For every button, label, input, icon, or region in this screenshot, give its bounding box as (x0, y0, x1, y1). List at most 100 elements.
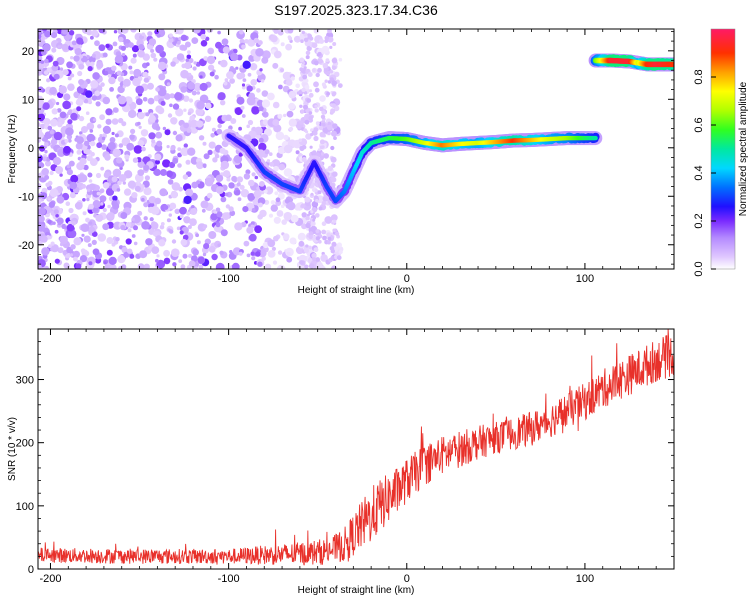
spectrogram-noise-cell (65, 127, 74, 136)
spectrogram-noise-cell (59, 235, 68, 245)
spectrogram-noise-cell (244, 39, 249, 44)
spectrogram-noise-cell (106, 249, 113, 256)
spectrogram-noise-cell (166, 218, 171, 223)
spectrogram-noise-cell (312, 150, 317, 155)
y-tick-label: 0 (28, 564, 34, 576)
spectrogram-noise-cell (288, 102, 296, 110)
spectrogram-noise-cell (225, 114, 232, 122)
spectrogram-noise-cell (207, 47, 215, 55)
spectrogram-noise-cell (76, 37, 84, 45)
spectrogram-noise-cell (238, 152, 243, 157)
spectrogram-noise-cell (95, 214, 104, 222)
spectrogram-noise-cell (250, 221, 255, 226)
spectrogram-noise-cell (222, 46, 230, 54)
spectrogram-noise-cell (102, 96, 111, 105)
spectrogram-noise-cell (263, 189, 268, 194)
spectrogram-noise-cell (321, 221, 327, 226)
spectrogram-noise-cell (86, 29, 93, 36)
spectrogram-noise-cell (62, 69, 69, 76)
spectrogram-noise-cell (217, 30, 221, 35)
spectrogram-noise-cell (215, 174, 224, 182)
snr-frame (37, 328, 675, 570)
spectrogram-noise-cell (254, 126, 263, 136)
spectrogram-noise-cell (175, 134, 183, 142)
spectrogram-noise-cell (241, 44, 246, 50)
spectrogram-noise-cell (300, 109, 305, 114)
spectrogram-noise-cell (143, 216, 148, 221)
spectrogram-noise-cell (88, 261, 93, 266)
spectrogram-noise-cell (277, 29, 284, 36)
spectrogram-noise-cell (336, 255, 342, 261)
spectrogram-noise-cell (312, 257, 317, 262)
spectrogram-noise-cell (65, 201, 71, 206)
spectrogram-noise-cell (111, 65, 117, 71)
spectrogram-noise-cell (220, 196, 227, 203)
spectrogram-noise-cell (215, 207, 221, 213)
spectrogram-noise-cell (137, 140, 145, 147)
spectrogram-noise-cell (308, 92, 314, 98)
spectrogram-noise-cell (77, 70, 83, 77)
spectrogram-noise-cell (226, 177, 231, 182)
spectrogram-noise-cell (150, 221, 159, 230)
spectrogram-noise-cell (182, 234, 189, 241)
spectrogram-noise-cell (331, 265, 337, 269)
spectrogram-noise-cell (92, 231, 98, 237)
spectrogram-noise-cell (273, 235, 279, 242)
spectrogram-noise-cell (68, 207, 74, 214)
spectrogram-noise-cell (70, 244, 76, 250)
spectrogram-noise-cell (183, 108, 187, 112)
spectrogram-noise-cell (317, 67, 322, 73)
spectrogram-noise-cell (329, 246, 335, 251)
spectrogram-noise-cell (41, 168, 49, 176)
spectrogram-noise-cell (175, 108, 184, 117)
spectrogram-noise-cell (271, 159, 281, 168)
spectrogram-noise-cell (73, 237, 82, 246)
spectrogram-noise-cell (70, 112, 78, 120)
spectrogram-noise-cell (321, 229, 327, 235)
spectrogram-noise-cell (327, 131, 331, 136)
spectrogram-noise-cell (290, 214, 299, 223)
spectrogram-noise-cell (158, 73, 166, 81)
spectrogram-noise-cell (67, 83, 75, 91)
spectrogram-noise-cell (274, 191, 279, 196)
spectrogram-noise-cell (180, 239, 188, 246)
colorbar-tick-label: 0.8 (693, 69, 705, 84)
spectrogram-noise-cell (132, 77, 141, 87)
spectrogram-noise-cell (48, 244, 52, 249)
spectrogram-noise-cell (142, 71, 149, 78)
spectrogram-noise-cell (276, 210, 284, 217)
spectrogram-noise-cell (47, 125, 53, 131)
spectrogram-noise-cell (180, 34, 188, 41)
spectrogram-noise-cell (90, 80, 99, 89)
spectrogram-noise-cell (38, 215, 45, 223)
spectrogram-noise-cell (262, 241, 269, 249)
spectrogram-noise-cell (50, 138, 58, 146)
spectrogram-noise-cell (308, 111, 313, 115)
spectrogram-noise-cell (143, 202, 149, 208)
spectrogram-noise-cell (332, 123, 338, 129)
spectrogram-noise-cell (199, 82, 208, 92)
spectrogram-noise-cell (78, 54, 84, 59)
spectrogram-noise-cell (264, 263, 272, 269)
spectrogram-noise-cell (48, 201, 55, 208)
spectrogram-noise-cell (301, 157, 307, 162)
spectrogram-noise-cell (151, 139, 156, 144)
spectrogram-noise-cell (154, 197, 162, 205)
spectrogram-noise-cell (313, 135, 319, 142)
spectrogram-noise-cell (256, 99, 264, 107)
spectrogram-noise-cell (66, 169, 73, 176)
spectrogram-noise-cell (301, 30, 305, 35)
spectrogram-noise-cell (58, 57, 65, 64)
spectrogram-noise-cell (96, 142, 103, 149)
spectrogram-noise-cell (327, 29, 332, 34)
spectrogram-noise-cell (62, 100, 71, 110)
spectrogram-noise-cell (243, 173, 251, 180)
x-tick-label: -200 (39, 573, 61, 585)
spectrogram-noise-cell (180, 147, 190, 157)
spectrogram-noise-cell (172, 103, 180, 110)
spectrogram-noise-cell (120, 224, 126, 231)
spectrogram-noise-cell (117, 76, 124, 83)
spectrogram-noise-cell (130, 128, 136, 134)
spectrogram-noise-cell (76, 149, 82, 155)
spectrogram-noise-cell (311, 42, 318, 49)
